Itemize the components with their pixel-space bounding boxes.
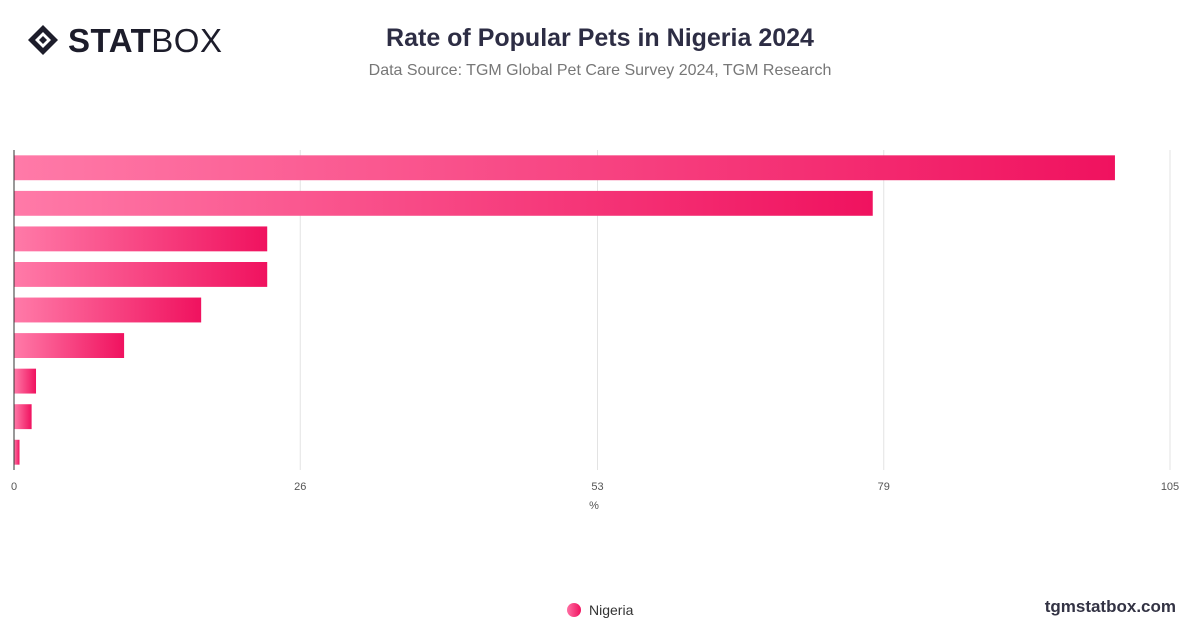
bar[interactable] (14, 368, 37, 394)
legend-swatch-nigeria (567, 603, 581, 617)
bar[interactable] (14, 439, 20, 465)
chart-subtitle: Data Source: TGM Global Pet Care Survey … (368, 62, 832, 79)
bar[interactable] (14, 155, 1115, 181)
logo-wordmark: STATBOX (68, 24, 222, 57)
x-tick-label: 26 (294, 481, 306, 493)
bar[interactable] (14, 297, 202, 323)
x-axis-label: % (589, 500, 599, 512)
bar[interactable] (14, 190, 873, 216)
legend[interactable]: Nigeria (567, 602, 633, 618)
x-tick-label: 105 (1161, 481, 1179, 493)
bars (14, 155, 1115, 465)
logo-stat: STAT (68, 21, 152, 59)
x-tick-label: 53 (591, 481, 603, 493)
legend-label-nigeria: Nigeria (589, 602, 634, 618)
x-tick-label: 79 (878, 481, 890, 493)
bar[interactable] (14, 262, 268, 287)
bar[interactable] (14, 404, 32, 430)
statbox-logo: STATBOX (26, 20, 222, 60)
logo-box: BOX (151, 21, 223, 59)
site-watermark: tgmstatbox.com (1044, 597, 1176, 616)
x-tick-label: 0 (11, 481, 17, 493)
statbox-diamond-icon (28, 25, 58, 55)
bar[interactable] (14, 226, 268, 252)
axes: 0 26 53 79 105 (11, 150, 1179, 493)
bar[interactable] (14, 333, 125, 358)
chart-title: Rate of Popular Pets in Nigeria 2024 (386, 24, 814, 52)
